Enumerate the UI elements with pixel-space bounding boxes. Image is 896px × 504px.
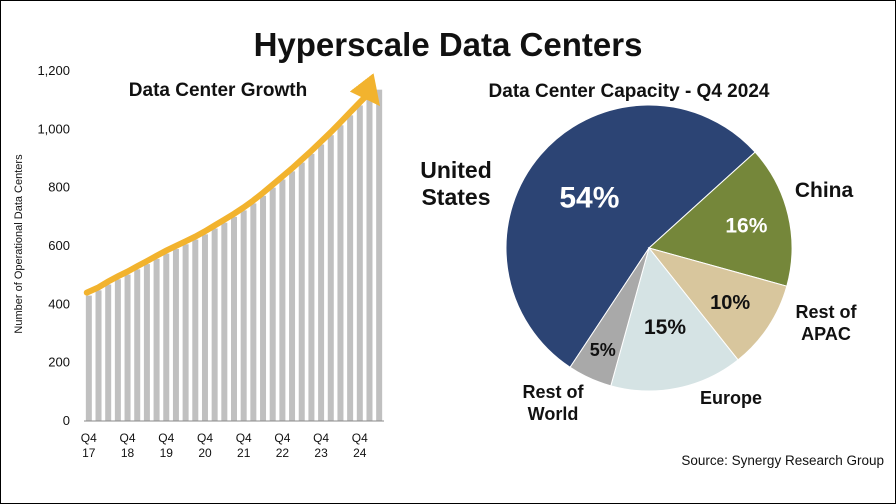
x-axis-ticks: Q4 17 Q4 18 Q4 19 Q4 20 Q4 21 Q4 22 Q4 23 Q4 24 xyxy=(81,431,368,460)
pie-percent-label: 15% xyxy=(644,316,686,339)
x-tick-label: Q4 22 xyxy=(274,431,290,460)
pie-region-label: China xyxy=(795,179,854,202)
y-tick-label: 1,200 xyxy=(37,63,70,78)
bar xyxy=(318,144,325,421)
y-axis-label: Number of Operational Data Centers xyxy=(13,154,25,334)
pie-percent-label: 5% xyxy=(590,340,616,360)
bar xyxy=(298,162,305,421)
bar xyxy=(231,216,237,421)
bar-chart-title: Data Center Growth xyxy=(129,80,307,101)
bar-chart: 0 200 400 600 800 1,000 1,200 Q4 17 Q4 18 Q4 19 Q4 20… xyxy=(13,63,384,460)
pie-percent-label: 10% xyxy=(710,292,750,314)
bar xyxy=(211,228,218,421)
bar xyxy=(308,153,315,421)
x-tick-label: Q4 19 xyxy=(158,431,174,460)
bar xyxy=(95,290,102,421)
bar xyxy=(376,89,383,422)
bar xyxy=(172,248,179,421)
x-tick-label: Q4 17 xyxy=(81,431,97,460)
pie-slice xyxy=(647,151,793,287)
pie-chart: Data Center Capacity - Q4 2024 54% 16% 10%… xyxy=(420,81,857,424)
pie-slice xyxy=(610,246,739,392)
bar xyxy=(356,105,363,422)
pie-region-label: Europe xyxy=(700,388,762,408)
pie-slice xyxy=(569,247,650,387)
pie-percent-label: 16% xyxy=(725,215,767,238)
bar xyxy=(347,115,354,421)
y-tick-label: 600 xyxy=(48,238,70,253)
page-title: Hyperscale Data Centers xyxy=(253,26,643,63)
pie-slices xyxy=(505,104,793,392)
bar xyxy=(163,253,170,421)
bar xyxy=(289,171,296,421)
bar xyxy=(240,210,247,421)
y-tick-label: 1,000 xyxy=(37,121,70,136)
bar xyxy=(143,264,150,421)
bar xyxy=(124,274,131,421)
y-tick-label: 200 xyxy=(48,355,70,370)
pie-region-labels: United States China Rest of APAC Europe Rest o… xyxy=(420,157,857,424)
bar xyxy=(105,284,112,421)
x-tick-label: Q4 21 xyxy=(236,431,252,460)
bar-series xyxy=(84,89,384,422)
x-tick-label: Q4 18 xyxy=(119,431,135,460)
x-tick-label: Q4 23 xyxy=(313,431,329,460)
bar xyxy=(114,279,121,421)
bar xyxy=(366,95,373,421)
x-tick-label: Q4 24 xyxy=(352,431,368,460)
bar xyxy=(269,187,276,421)
bar xyxy=(153,258,160,421)
pie-region-label: Rest of World xyxy=(522,382,584,424)
bar xyxy=(201,234,208,421)
x-tick-label: Q4 20 xyxy=(197,431,213,460)
y-tick-label: 800 xyxy=(48,180,70,195)
pie-slice xyxy=(647,247,788,361)
bar xyxy=(260,195,267,421)
y-tick-label: 400 xyxy=(48,296,70,311)
pie-percent-label: 54% xyxy=(559,182,619,215)
bar xyxy=(134,269,141,421)
y-axis-ticks: 0 200 400 600 800 1,000 1,200 xyxy=(37,63,70,428)
pie-slice xyxy=(505,104,756,368)
bar xyxy=(192,239,199,421)
source-note: Source: Synergy Research Group xyxy=(681,453,884,468)
pie-region-label: United States xyxy=(420,157,492,210)
pie-percent-labels: 54% 16% 10% 15% 5% xyxy=(559,182,767,361)
bar xyxy=(85,295,92,421)
pie-region-label: Rest of APAC xyxy=(795,302,857,344)
bar xyxy=(221,222,228,421)
y-tick-label: 0 xyxy=(63,413,70,428)
bar xyxy=(182,244,189,421)
trend-arrow xyxy=(83,73,381,296)
pie-chart-title: Data Center Capacity - Q4 2024 xyxy=(489,81,770,102)
bar xyxy=(279,179,286,421)
bar xyxy=(250,203,257,421)
bar xyxy=(327,135,334,422)
bar xyxy=(337,125,344,421)
